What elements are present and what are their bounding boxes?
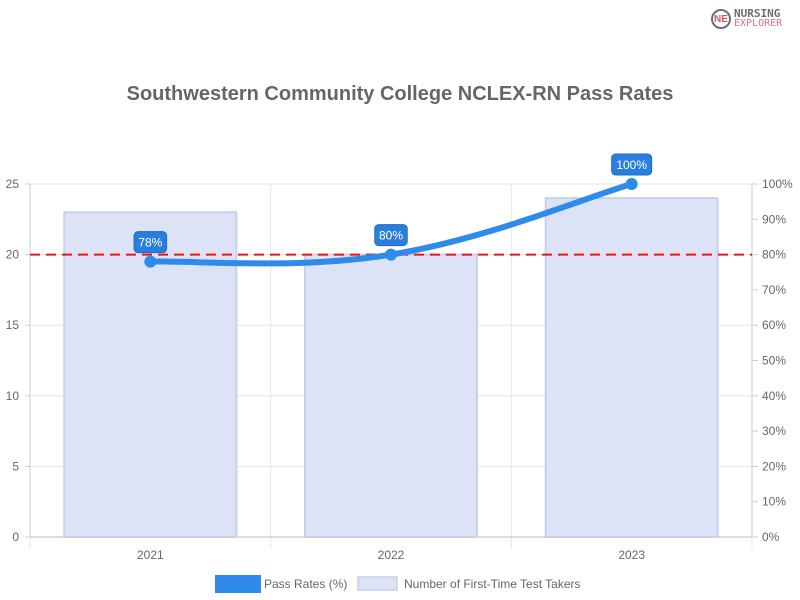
y-right-tick-label: 0% — [762, 530, 780, 544]
y-right-tick-label: 40% — [762, 389, 786, 403]
data-label: 80% — [379, 229, 403, 243]
legend-label-test-takers: Number of First-Time Test Takers — [404, 577, 580, 591]
legend-swatch-test-takers — [357, 576, 398, 591]
y-right-tick-label: 50% — [762, 354, 786, 368]
chart-title: Southwestern Community College NCLEX-RN … — [127, 83, 674, 105]
nursing-explorer-logo[interactable]: NE NURSING EXPLORER — [711, 7, 783, 29]
y-left-tick-label: 15 — [6, 318, 20, 332]
data-label-box — [374, 224, 408, 247]
legend-swatch-pass-rates — [215, 575, 261, 593]
x-tick-label: 2023 — [618, 548, 645, 562]
data-label: 78% — [138, 236, 162, 250]
logo-icon: NE — [711, 9, 731, 29]
x-tick-label: 2021 — [137, 548, 164, 562]
data-label-box — [133, 231, 168, 254]
y-right-tick-label: 80% — [762, 248, 786, 262]
pass-rate-point — [625, 178, 638, 190]
y-right-tick-label: 100% — [762, 177, 793, 191]
data-label-box — [611, 153, 653, 176]
y-left-tick-label: 10 — [6, 389, 20, 403]
pass-rate-point — [144, 255, 157, 268]
y-left-tick-label: 20 — [6, 248, 20, 262]
y-right-tick-label: 70% — [762, 283, 786, 297]
data-label: 100% — [616, 158, 647, 172]
bar-2022 — [303, 253, 479, 538]
y-left-tick-label: 0 — [12, 530, 19, 544]
logo-line2: EXPLORER — [734, 18, 783, 29]
bar-2023 — [544, 197, 719, 538]
y-right-tick-label: 90% — [762, 212, 786, 226]
legend-label-pass-rates: Pass Rates (%) — [264, 577, 347, 591]
y-right-tick-label: 30% — [762, 424, 786, 438]
x-tick-label: 2022 — [378, 548, 405, 562]
y-right-tick-label: 10% — [762, 495, 786, 509]
y-left-tick-label: 5 — [12, 459, 19, 473]
logo-line1: NURSING — [734, 7, 781, 20]
y-right-tick-label: 60% — [762, 318, 786, 332]
pass-rate-point — [385, 248, 397, 261]
y-right-tick-label: 20% — [762, 459, 786, 473]
y-left-tick-label: 25 — [6, 177, 20, 191]
